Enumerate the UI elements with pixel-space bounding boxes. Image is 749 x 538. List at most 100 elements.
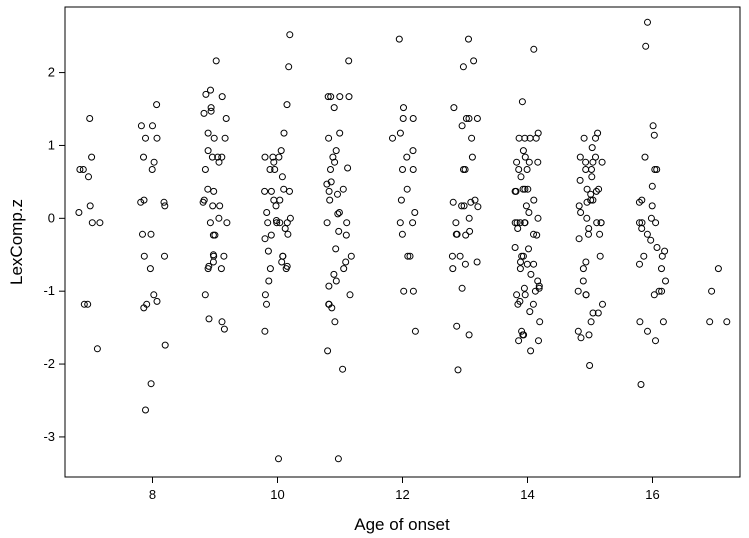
data-point bbox=[515, 166, 523, 173]
data-point bbox=[589, 309, 597, 317]
data-point bbox=[327, 166, 334, 173]
data-point bbox=[347, 252, 355, 260]
data-point bbox=[525, 158, 533, 166]
data-point bbox=[462, 231, 470, 239]
data-point bbox=[452, 219, 460, 227]
data-point bbox=[207, 107, 215, 115]
data-point bbox=[592, 187, 600, 195]
y-tick-label: -3 bbox=[43, 429, 55, 444]
data-point bbox=[583, 185, 591, 193]
data-point bbox=[275, 153, 283, 161]
data-point bbox=[409, 166, 417, 173]
data-point bbox=[575, 202, 583, 210]
data-point bbox=[331, 158, 339, 166]
data-point bbox=[642, 42, 650, 50]
data-points bbox=[75, 18, 731, 463]
data-point bbox=[524, 185, 532, 193]
data-point bbox=[527, 270, 535, 278]
data-point bbox=[278, 258, 286, 266]
data-point bbox=[651, 166, 659, 173]
data-point bbox=[325, 134, 333, 142]
data-point bbox=[465, 35, 472, 43]
data-point bbox=[409, 219, 417, 227]
data-point bbox=[649, 122, 657, 130]
data-point bbox=[215, 214, 223, 222]
data-point bbox=[521, 153, 529, 161]
data-point bbox=[140, 153, 147, 161]
data-point bbox=[595, 185, 603, 193]
data-point bbox=[220, 252, 228, 260]
data-point bbox=[580, 134, 588, 142]
data-point bbox=[714, 265, 722, 273]
plot-frame bbox=[64, 6, 741, 478]
data-point bbox=[330, 104, 338, 112]
data-point bbox=[140, 304, 148, 312]
data-point bbox=[648, 182, 656, 190]
data-point bbox=[523, 166, 531, 173]
data-point bbox=[201, 291, 209, 299]
data-point bbox=[343, 219, 351, 227]
data-point bbox=[261, 291, 269, 299]
x-tick-label: 16 bbox=[645, 487, 659, 502]
data-point bbox=[267, 231, 275, 239]
data-point bbox=[596, 252, 604, 260]
data-point bbox=[411, 209, 419, 216]
data-point bbox=[335, 227, 343, 235]
data-point bbox=[399, 115, 407, 122]
data-point bbox=[636, 219, 643, 227]
data-point bbox=[261, 187, 269, 195]
x-tick-label: 10 bbox=[270, 487, 284, 502]
data-point bbox=[579, 265, 587, 273]
data-point bbox=[406, 252, 414, 260]
data-point bbox=[263, 209, 271, 216]
data-point bbox=[332, 277, 340, 285]
data-point bbox=[519, 331, 527, 339]
data-point bbox=[513, 158, 521, 166]
data-point bbox=[264, 219, 272, 227]
data-point bbox=[270, 196, 278, 204]
data-point bbox=[153, 101, 161, 109]
data-point bbox=[529, 300, 537, 308]
data-point bbox=[635, 198, 643, 206]
data-point bbox=[516, 265, 524, 273]
data-point bbox=[515, 337, 523, 345]
data-point bbox=[474, 203, 482, 211]
data-point bbox=[264, 247, 272, 255]
data-point bbox=[448, 252, 456, 260]
data-point bbox=[142, 134, 149, 142]
data-point bbox=[345, 93, 353, 101]
data-point bbox=[521, 291, 529, 299]
data-point bbox=[582, 291, 590, 299]
data-point bbox=[585, 230, 592, 238]
data-point bbox=[460, 202, 468, 210]
data-point bbox=[514, 300, 522, 308]
data-point bbox=[396, 219, 404, 227]
data-point bbox=[585, 225, 593, 232]
data-point bbox=[454, 366, 462, 374]
data-point bbox=[589, 196, 597, 204]
data-point bbox=[84, 300, 92, 308]
data-point bbox=[598, 158, 606, 166]
data-point bbox=[582, 166, 590, 173]
data-point bbox=[526, 308, 534, 316]
data-point bbox=[647, 236, 655, 244]
data-point bbox=[586, 362, 594, 369]
data-point bbox=[85, 173, 92, 181]
data-point bbox=[514, 225, 522, 232]
data-point bbox=[658, 252, 666, 260]
data-point bbox=[589, 158, 597, 166]
data-point bbox=[93, 345, 101, 353]
data-point bbox=[204, 265, 212, 273]
data-point bbox=[532, 134, 540, 142]
data-point bbox=[662, 277, 669, 285]
data-point bbox=[588, 166, 595, 173]
data-point bbox=[409, 287, 417, 295]
data-point bbox=[471, 196, 479, 204]
data-point bbox=[708, 287, 716, 295]
data-point bbox=[327, 93, 335, 101]
data-point bbox=[275, 455, 282, 463]
y-tick-label: 1 bbox=[48, 137, 55, 152]
data-point bbox=[579, 277, 587, 285]
data-point bbox=[533, 231, 541, 239]
x-axis-title: Age of onset bbox=[354, 515, 450, 534]
